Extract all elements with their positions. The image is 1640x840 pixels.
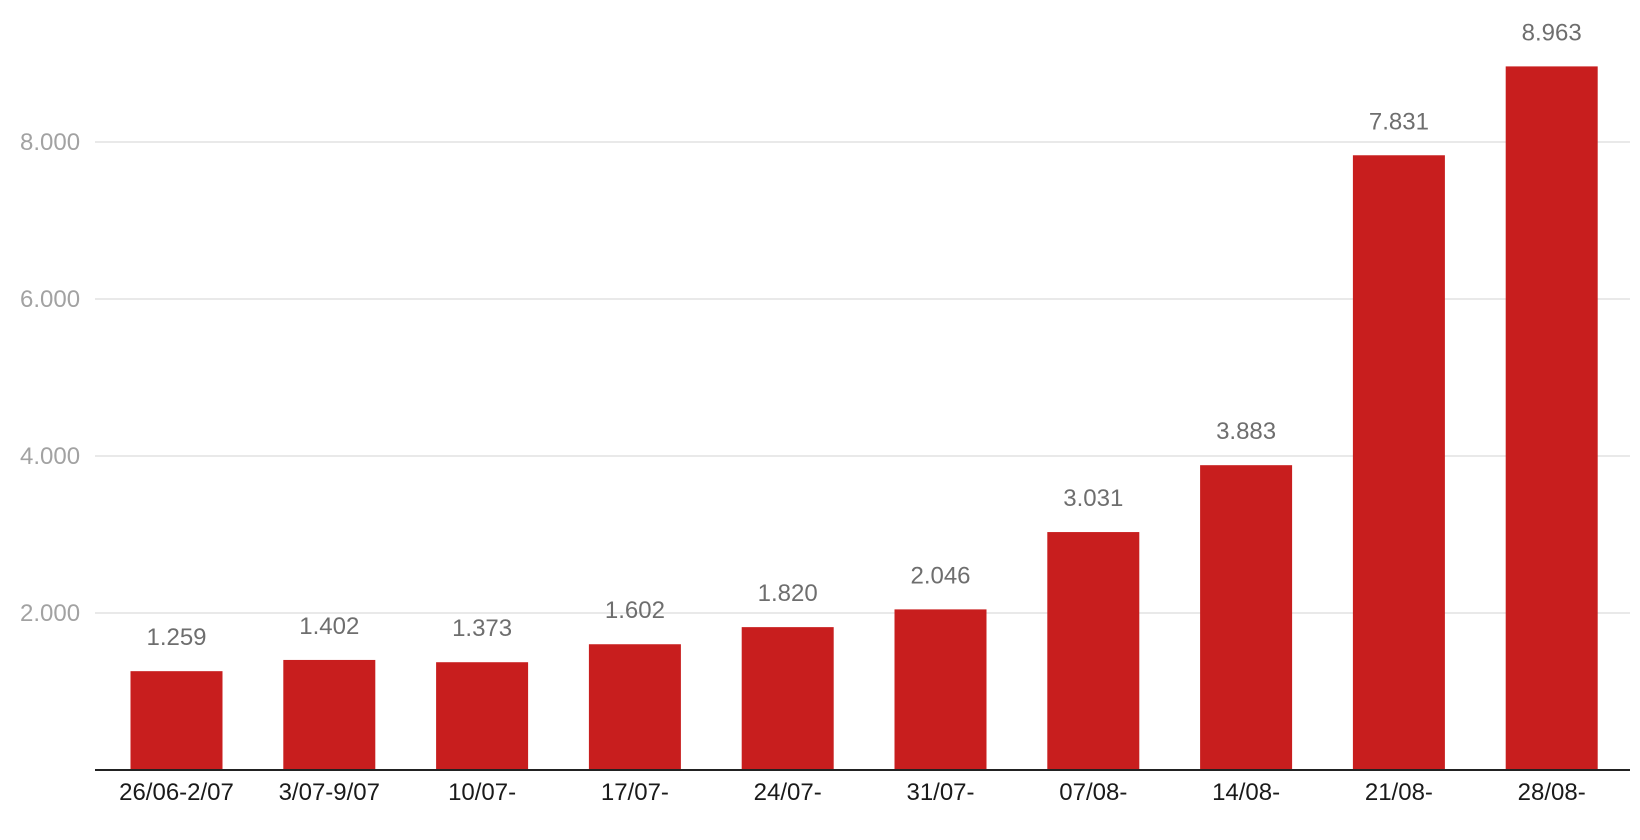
x-tick-label: 17/07-	[601, 779, 669, 806]
x-axis-tick-labels: 26/06-2/07 3/07-9/07 10/07- 17/07- 24/07- 31/…	[119, 779, 1586, 806]
data-label: 1.602	[605, 597, 665, 624]
bar	[436, 662, 529, 770]
x-tick-label: 07/08-	[1059, 779, 1127, 806]
bar	[894, 609, 987, 770]
data-label: 1.820	[758, 580, 818, 607]
bars	[130, 66, 1598, 771]
data-label: 2.046	[910, 562, 970, 589]
bar	[741, 627, 834, 770]
data-label: 1.259	[146, 624, 206, 651]
data-label: 1.402	[299, 613, 359, 640]
x-tick-label: 14/08-	[1212, 779, 1280, 806]
bar	[130, 671, 223, 770]
data-label: 8.963	[1522, 19, 1582, 46]
data-labels: 1.259 1.402 1.373 1.602 1.820 2.046 3.031 3.883…	[146, 19, 1581, 651]
y-tick-label: 4.000	[20, 443, 80, 470]
y-tick-label: 8.000	[20, 129, 80, 156]
y-axis-tick-labels: 2.000 4.000 6.000 8.000	[20, 129, 80, 627]
bar	[1200, 465, 1293, 770]
bar	[283, 659, 376, 770]
x-tick-label: 21/08-	[1365, 779, 1433, 806]
data-label: 3.883	[1216, 418, 1276, 445]
x-tick-label: 24/07-	[754, 779, 822, 806]
x-tick-label: 26/06-2/07	[119, 779, 234, 806]
bar	[1505, 66, 1598, 771]
bar	[588, 644, 681, 770]
bar	[1352, 155, 1445, 771]
data-label: 1.373	[452, 615, 512, 642]
x-tick-label: 31/07-	[906, 779, 974, 806]
y-tick-label: 6.000	[20, 286, 80, 313]
x-tick-label: 3/07-9/07	[279, 779, 380, 806]
y-tick-label: 2.000	[20, 600, 80, 627]
data-label: 3.031	[1063, 485, 1123, 512]
data-label: 7.831	[1369, 108, 1429, 135]
x-tick-label: 10/07-	[448, 779, 516, 806]
bar	[1047, 532, 1140, 770]
x-tick-label: 28/08-	[1518, 779, 1586, 806]
